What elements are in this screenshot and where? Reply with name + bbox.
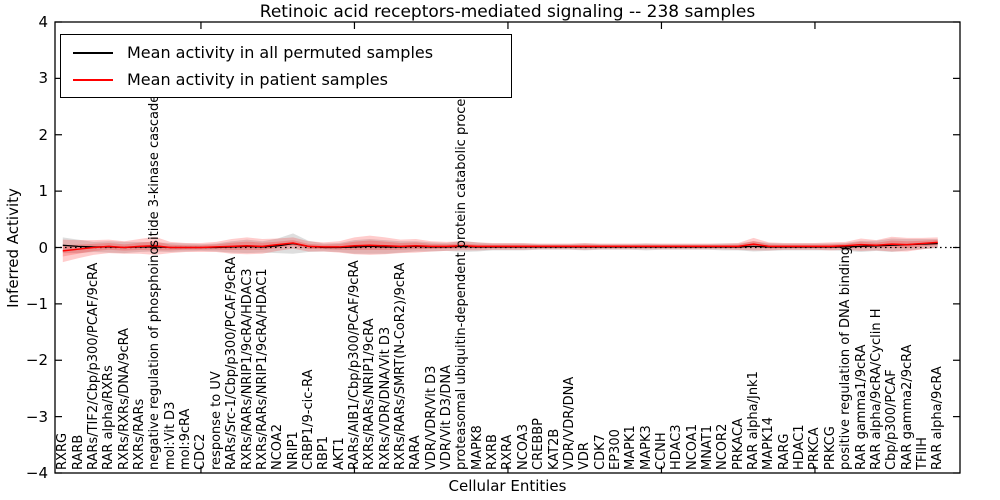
- x-tick-label: MNAT1: [700, 424, 715, 470]
- x-tick-label: NCOA3: [515, 424, 531, 470]
- x-tick-label: NCOA1: [684, 424, 700, 470]
- y-tick-label: 1: [38, 182, 48, 201]
- x-tick-label: RXRB: [485, 434, 501, 470]
- x-tick-label: VDR/VDR/DNA: [561, 376, 577, 470]
- y-tick-label: −3: [25, 407, 48, 426]
- x-tick-label: NRIP1: [285, 431, 301, 470]
- y-tick-label: 4: [38, 13, 48, 31]
- x-tick-label: RAR alpha/Jnk1: [746, 371, 762, 470]
- x-tick-label: RARs/Src-1/Cbp/p300/PCAF/9cRA: [224, 256, 240, 470]
- x-tick-label: RXRs/VDR/DNA/Vit D3: [377, 326, 393, 470]
- patient-mean-line: [62, 241, 938, 252]
- legend-label-permuted: Mean activity in all permuted samples: [127, 43, 434, 62]
- x-tick-label: PRKACA: [730, 418, 746, 470]
- x-tick-label: positive regulation of DNA binding: [838, 246, 854, 470]
- permuted-band: [62, 233, 938, 254]
- x-tick-label: CCNH: [653, 432, 669, 470]
- x-tick-label: RAR gamma1/9cRA: [853, 344, 869, 470]
- x-tick-label: RARG: [776, 433, 792, 470]
- x-tick-label: RAR gamma2/9cRA: [899, 344, 915, 470]
- chart-title: Retinoic acid receptors-mediated signali…: [259, 2, 756, 22]
- x-tick-label: RXRs/RARs/NRIP1/9cRA/HDAC3: [239, 268, 255, 470]
- x-tick-label: negative regulation of phosphoinositide …: [147, 94, 163, 470]
- x-tick-label: PRKCG: [822, 426, 838, 470]
- x-tick-label: RXRs/RARs/NRIP1/9cRA/HDAC1: [254, 268, 270, 470]
- y-tick-label: 2: [38, 125, 48, 144]
- x-axis-label: Cellular Entities: [448, 477, 567, 495]
- y-tick-label: −2: [25, 351, 48, 370]
- x-tick-label: RARA: [408, 435, 424, 470]
- x-tick-label: response to UV: [208, 371, 224, 470]
- x-tick-label: CREBBP: [531, 418, 547, 470]
- x-tick-label: RARs/TIF2/Cbp/p300/PCAF/9cRA: [86, 262, 101, 470]
- legend-item-patient: Mean activity in patient samples: [61, 67, 511, 93]
- x-tick-label: NCOR2: [715, 423, 731, 470]
- x-tick-label: EP300: [607, 429, 623, 470]
- x-tick-label: CDK7: [592, 434, 608, 470]
- x-tick-label: TFIIH: [914, 437, 930, 470]
- x-tick-label: MAPK1: [623, 425, 639, 470]
- legend: Mean activity in all permuted samples Me…: [60, 34, 512, 98]
- x-tick-label: mol:9cRA: [178, 408, 194, 470]
- x-tick-label: MAPK8: [469, 425, 485, 470]
- x-tick-label: RARs/AIB1/Cbp/p300/PCAF/9cRA: [346, 260, 362, 470]
- x-tick-label: NCOA2: [270, 424, 286, 470]
- x-tick-label: proteasomal ubiquitin-dependent protein …: [454, 85, 470, 470]
- patient-band-outer: [62, 235, 938, 263]
- x-tick-label: RARB: [70, 434, 86, 470]
- x-tick-label: KAT2B: [546, 428, 562, 470]
- y-tick-label: −4: [25, 464, 48, 482]
- legend-item-permuted: Mean activity in all permuted samples: [61, 40, 511, 66]
- y-tick-label: 0: [38, 238, 48, 257]
- x-tick-label: RAR alpha/9cRA: [930, 366, 946, 470]
- x-tick-label: VDR/VDR/Vit D3: [423, 365, 439, 470]
- x-tick-label: CDC2: [193, 433, 209, 470]
- x-tick-label: MAPK14: [761, 416, 777, 470]
- x-tick-label: VDR: [577, 442, 593, 470]
- x-tick-label: HDAC1: [792, 424, 808, 470]
- x-tick-label: CRBP1/9-cic-RA: [300, 369, 316, 470]
- x-tick-label: RAR alpha/RXRs: [101, 365, 117, 470]
- x-tick-label: RXRs/RARs: [132, 398, 148, 470]
- x-tick-label: RXRG: [55, 432, 71, 470]
- legend-label-patient: Mean activity in patient samples: [127, 70, 388, 89]
- x-tick-label: RXRs/RARs/NRIP1/9cRA: [362, 318, 378, 470]
- x-tick-label: mol:Vit D3: [162, 401, 178, 470]
- x-tick-label: RXRs/RXRs/DNA/9cRA: [116, 327, 132, 470]
- x-tick-label: RXRA: [500, 434, 516, 470]
- x-tick-label: RAR alpha/9cRA/Cyclin H: [868, 308, 884, 470]
- x-tick-label: HDAC3: [669, 424, 685, 470]
- x-tick-label: AKT1: [331, 437, 347, 470]
- x-tick-label: Cbp/p300/PCAF: [884, 369, 900, 470]
- x-tick-label: RBP1: [316, 435, 332, 470]
- x-tick-label: RXRs/RARs/SMRT(N-CoR2)/9cRA: [393, 262, 408, 470]
- y-tick-label: 3: [38, 69, 48, 88]
- y-tick-label: −1: [25, 294, 48, 313]
- x-tick-label: MAPK3: [638, 425, 654, 470]
- legend-swatch-patient-line: [73, 78, 113, 81]
- x-tick-label: VDR/Vit D3/DNA: [439, 364, 455, 470]
- x-tick-label: PRKCA: [807, 427, 823, 470]
- legend-swatch-permuted-line: [73, 51, 113, 54]
